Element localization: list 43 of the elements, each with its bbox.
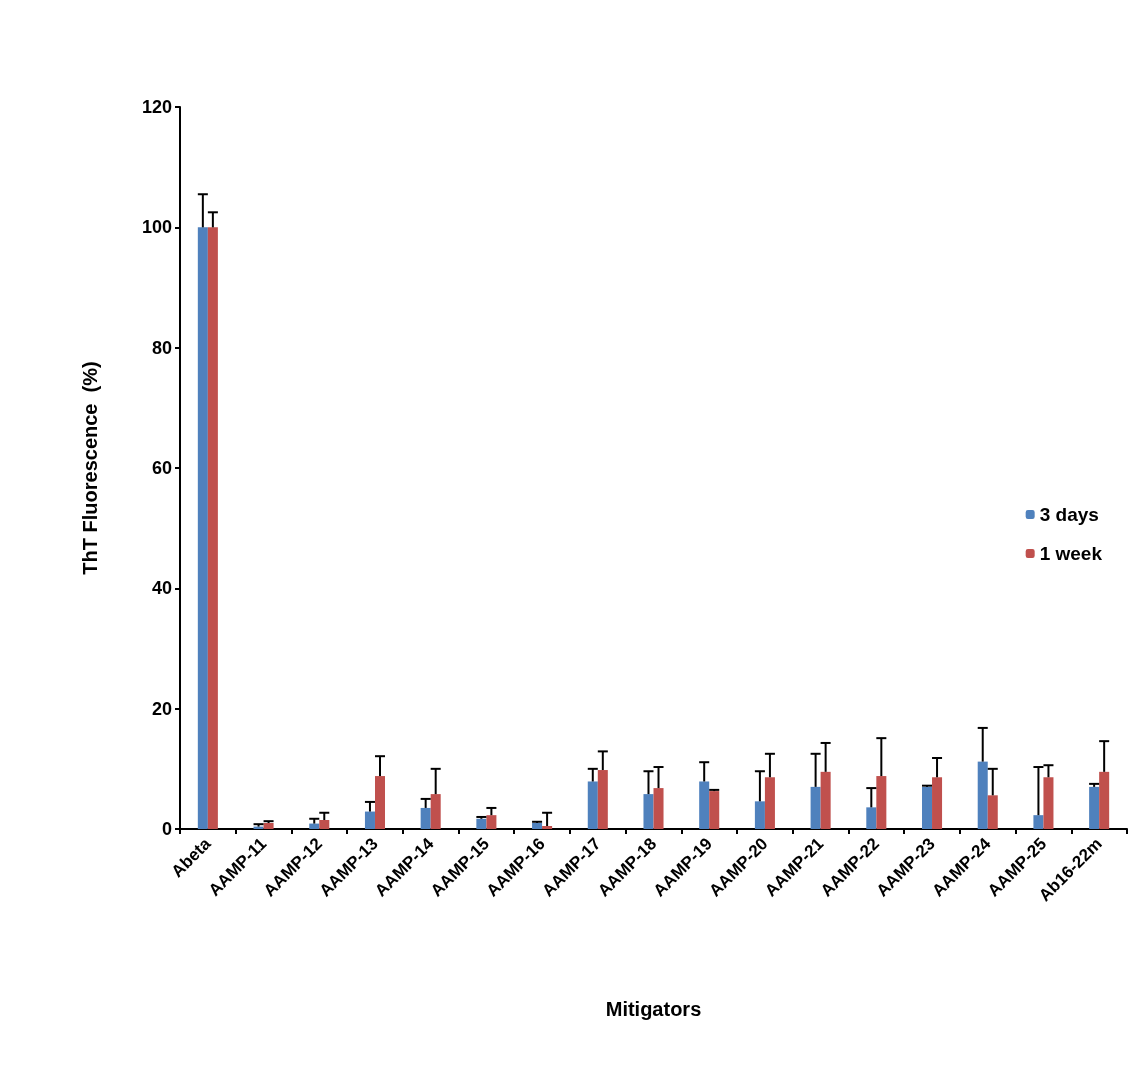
bar [866,807,877,829]
bar [542,825,553,829]
bar [820,771,831,829]
y-axis-title: ThT Fluorescence (%) [79,361,101,575]
bar [810,786,821,829]
bar [364,811,375,829]
y-tick-label: 100 [141,217,172,238]
bar [1033,815,1044,829]
bar [922,786,933,829]
y-tick-label: 0 [161,819,172,839]
bar [754,801,765,829]
bar [653,788,664,829]
bar [977,761,988,829]
bar [587,781,598,829]
bar [374,776,385,829]
bar [1043,777,1054,829]
bar [764,777,775,829]
bar [476,818,487,829]
bar [597,770,608,829]
bar [876,776,887,829]
bar [420,807,431,829]
legend-label: 1 week [1039,543,1103,564]
y-tick-label: 40 [151,578,172,599]
bar [430,794,441,829]
bar [486,815,497,829]
y-tick-label: 120 [141,97,172,117]
bar [932,777,943,829]
bar [1089,786,1100,829]
bar [207,227,218,829]
bar [1099,771,1110,829]
y-tick-label: 80 [151,337,172,358]
bar [643,794,654,829]
bar [532,822,543,829]
y-tick-label: 60 [151,458,172,478]
legend-label: 3 days [1039,504,1099,525]
bar [709,791,720,829]
y-tick-label: 20 [151,698,172,719]
x-axis-title: Mitigators [605,998,702,1020]
bar [309,823,320,829]
bar [197,227,208,829]
bar [319,819,330,829]
bar [699,781,710,829]
bar [987,795,998,829]
